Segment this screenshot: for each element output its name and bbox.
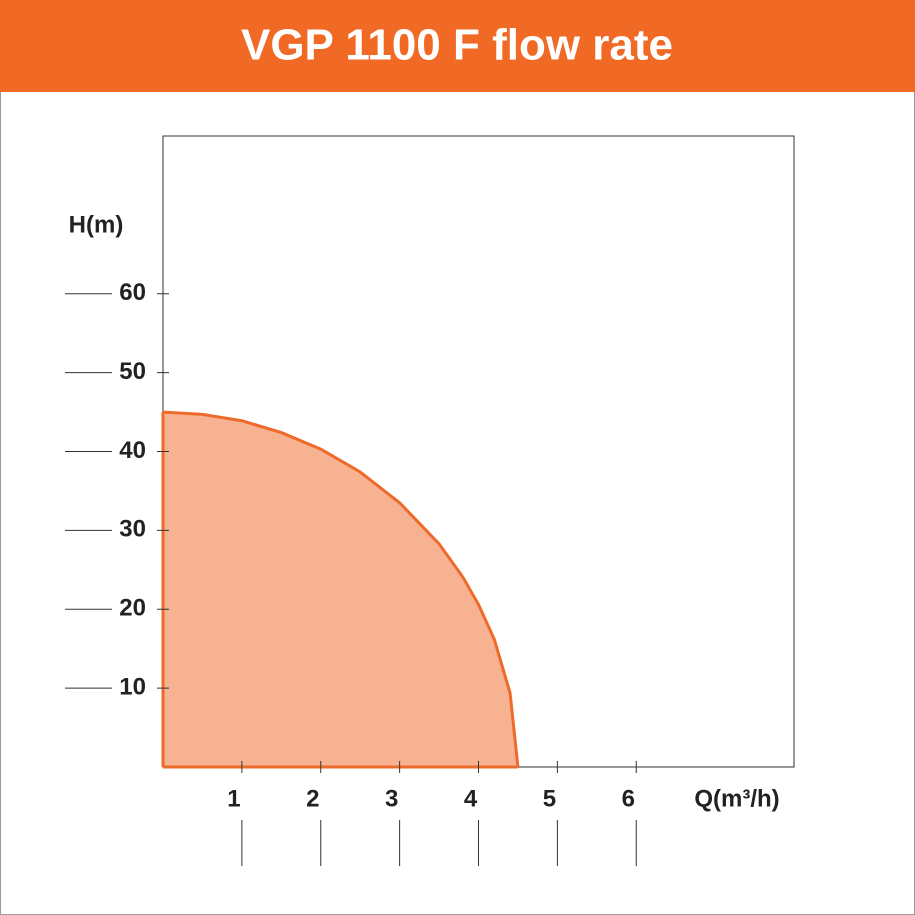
- x-tick-label: 3: [385, 785, 398, 812]
- y-tick-label: 60: [119, 279, 146, 306]
- y-tick-label: 30: [119, 516, 146, 543]
- x-tick-label: 1: [227, 785, 240, 812]
- x-tick-label: 4: [464, 785, 478, 812]
- y-tick-label: 40: [119, 437, 146, 464]
- y-tick-label: 50: [119, 358, 146, 385]
- x-tick-label: 6: [622, 785, 635, 812]
- y-tick-label: 10: [119, 673, 146, 700]
- y-axis-label: H(m): [69, 211, 124, 238]
- x-axis-label: Q(m³/h): [694, 785, 779, 812]
- title-bar: [0, 0, 915, 92]
- x-tick-label: 2: [306, 785, 319, 812]
- area: [163, 412, 518, 767]
- area-line: [162, 410, 520, 768]
- chart-title: VGP 1100 F flow rate: [241, 21, 673, 70]
- y-tick-label: 20: [119, 595, 146, 622]
- x-tick-label: 5: [543, 785, 556, 812]
